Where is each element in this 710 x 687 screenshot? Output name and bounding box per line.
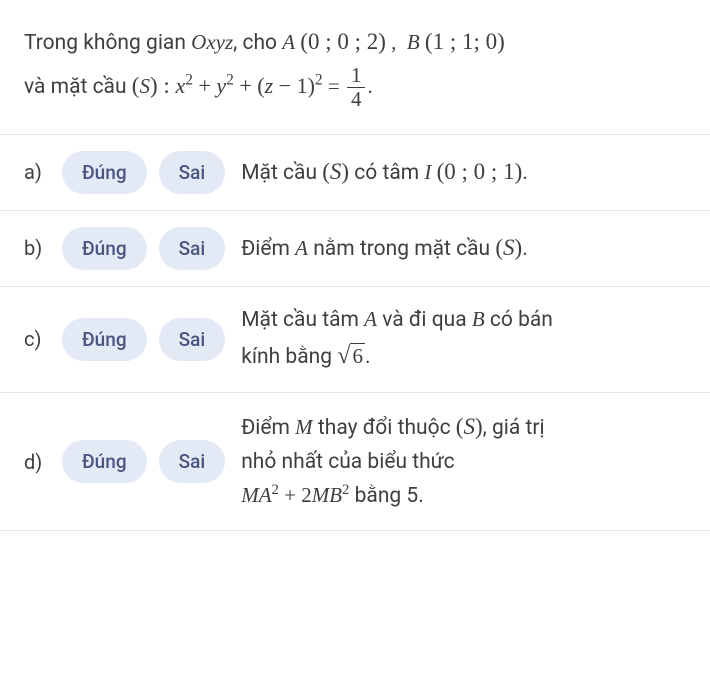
statement-a: Mặt cầu (S) có tâm I (0 ; 0 ; 1). xyxy=(237,154,528,191)
a-mid: có tâm xyxy=(349,161,424,185)
d-MB: MB xyxy=(312,483,342,507)
false-button-a[interactable]: Sai xyxy=(159,151,226,194)
c-l1-post: có bán xyxy=(485,308,553,332)
q-comma: , xyxy=(386,30,402,54)
q-period: . xyxy=(367,74,372,98)
d-M: M xyxy=(295,415,313,439)
d-l1-mid: thay đổi thuộc xyxy=(313,416,456,440)
q-Svar: S xyxy=(139,74,150,98)
a-period: . xyxy=(522,161,528,185)
q-oxyz: Oxyz xyxy=(191,30,233,54)
row-d-letter: d) xyxy=(24,450,50,474)
question-block: Trong không gian Oxyz, cho A (0 ; 0 ; 2)… xyxy=(0,0,710,135)
c-l1-pre: Mặt cầu tâm xyxy=(241,308,364,332)
q-Sclose: ) : xyxy=(150,73,176,98)
c-l2-pre: kính bằng xyxy=(241,345,337,369)
quiz-container: Trong không gian Oxyz, cho A (0 ; 0 ; 2)… xyxy=(0,0,710,531)
false-button-c[interactable]: Sai xyxy=(159,318,226,361)
a-Icoords: (0 ; 0 ; 1) xyxy=(437,159,523,184)
b-A: A xyxy=(295,236,308,260)
q-frac-den: 4 xyxy=(347,88,366,110)
a-I: I xyxy=(424,160,431,184)
statement-d: Điểm M thay đổi thuộc (S), giá trịnhỏ nh… xyxy=(237,409,544,514)
statement-c: Mặt cầu tâm A và đi qua B có bán kính bằn… xyxy=(237,303,553,376)
row-b-letter: b) xyxy=(24,236,50,260)
c-sqrt: √6 xyxy=(337,337,365,376)
d-l1-post: , giá trị xyxy=(483,416,545,440)
d-plus: + 2 xyxy=(279,483,312,507)
c-sqrt-val: 6 xyxy=(350,343,365,368)
q-prefix: Trong không gian xyxy=(24,31,191,55)
b-pre: Điểm xyxy=(241,237,295,261)
option-row-d: d) Đúng Sai Điểm M thay đổi thuộc (S), g… xyxy=(0,393,710,531)
q-B: B xyxy=(407,30,420,54)
option-row-b: b) Đúng Sai Điểm A nằm trong mặt cầu (S)… xyxy=(0,211,710,287)
option-row-a: a) Đúng Sai Mặt cầu (S) có tâm I (0 ; 0 … xyxy=(0,135,710,211)
true-button-c[interactable]: Đúng xyxy=(62,318,147,361)
c-l1-mid: và đi qua xyxy=(377,308,472,332)
d-sup1: 2 xyxy=(272,482,279,498)
option-row-c: c) Đúng Sai Mặt cầu tâm A và đi qua B có… xyxy=(0,287,710,393)
c-B: B xyxy=(472,307,485,331)
question-text: Trong không gian Oxyz, cho A (0 ; 0 ; 2)… xyxy=(24,20,686,110)
q-frac: 14 xyxy=(347,65,366,110)
d-l2: nhỏ nhất của biểu thức xyxy=(241,450,454,474)
q-line2-prefix: và mặt cầu xyxy=(24,75,132,99)
q-eq: = xyxy=(323,74,345,98)
statement-b: Điểm A nằm trong mặt cầu (S). xyxy=(237,230,528,267)
d-MA: MA xyxy=(241,483,271,507)
d-post: bằng 5. xyxy=(349,484,423,508)
q-B-coords: (1 ; 1; 0) xyxy=(425,29,505,54)
q-mid: , cho xyxy=(233,31,282,55)
b-period: . xyxy=(522,237,528,261)
row-c-letter: c) xyxy=(24,327,50,351)
c-A: A xyxy=(364,307,377,331)
false-button-b[interactable]: Sai xyxy=(159,227,226,270)
c-period: . xyxy=(365,345,371,369)
q-frac-num: 1 xyxy=(347,65,366,88)
true-button-d[interactable]: Đúng xyxy=(62,440,147,483)
true-button-b[interactable]: Đúng xyxy=(62,227,147,270)
false-button-d[interactable]: Sai xyxy=(159,440,226,483)
a-pre: Mặt cầu xyxy=(241,161,322,185)
b-mid: nằm trong mặt cầu xyxy=(308,237,495,261)
d-l1-pre: Điểm xyxy=(241,416,295,440)
q-A-coords: (0 ; 0 ; 2) xyxy=(300,29,386,54)
true-button-a[interactable]: Đúng xyxy=(62,151,147,194)
row-a-letter: a) xyxy=(24,160,50,184)
q-A: A xyxy=(282,30,295,54)
